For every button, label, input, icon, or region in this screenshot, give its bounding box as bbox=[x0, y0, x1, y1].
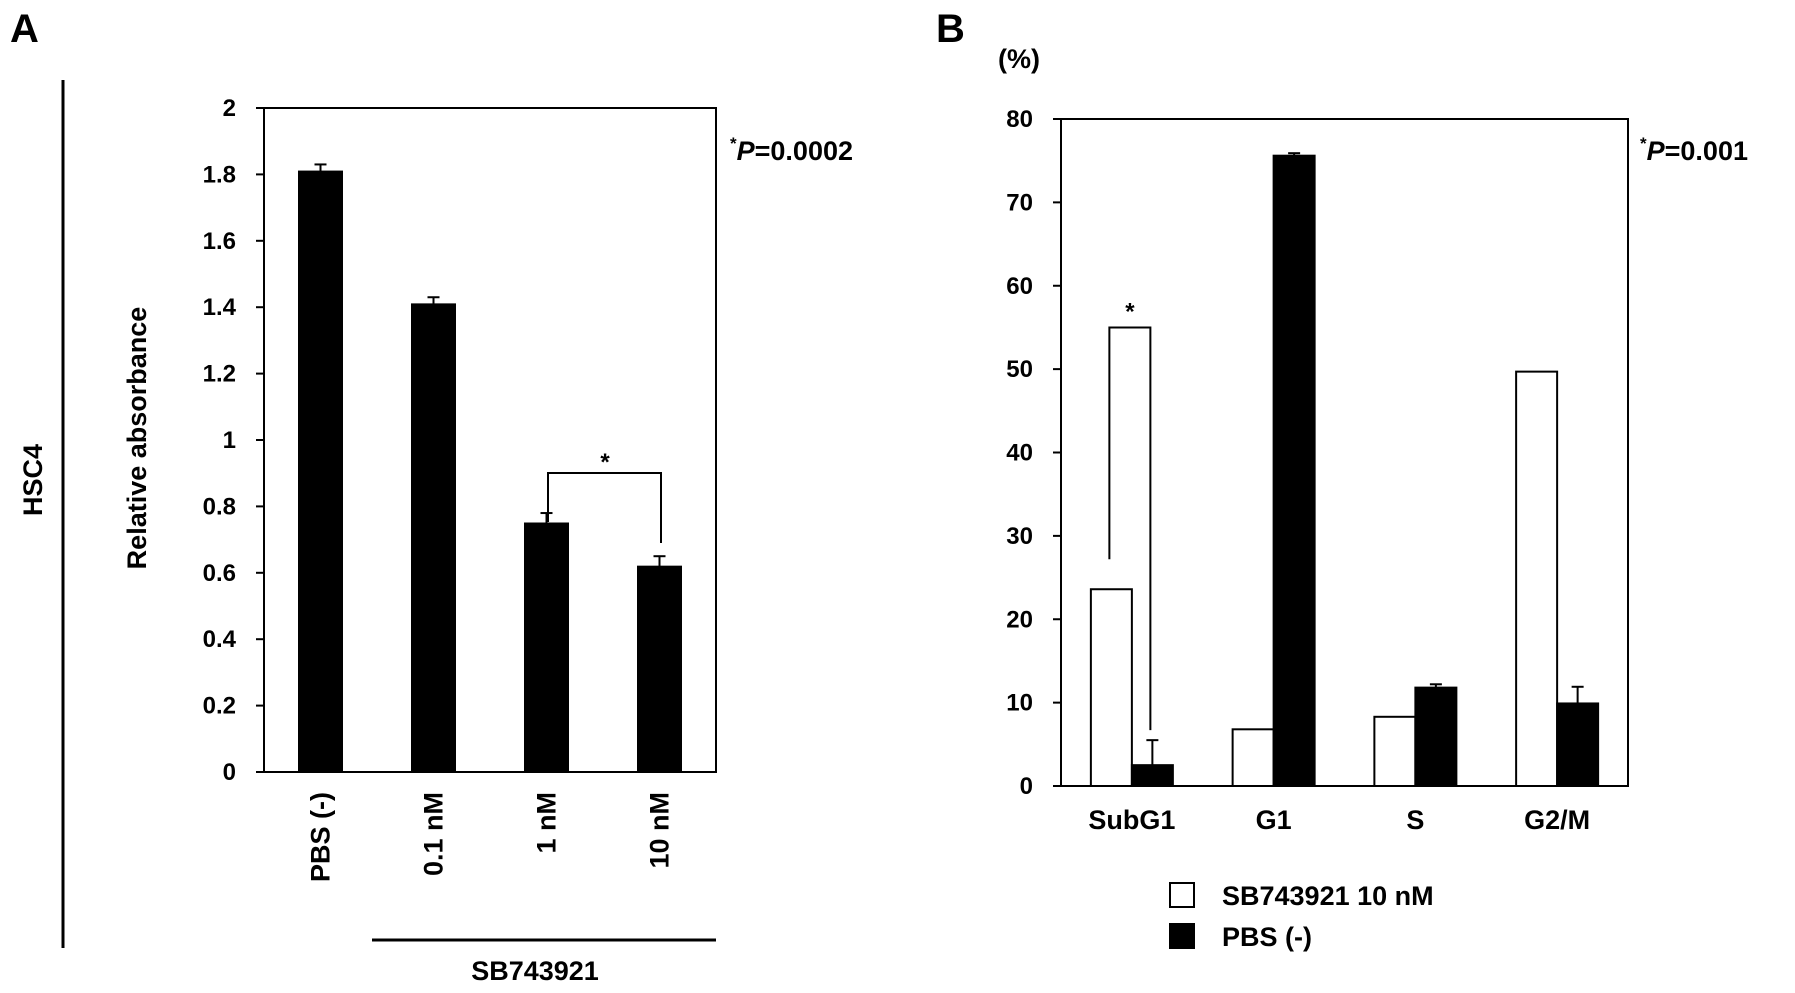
x-tick-label-s: S bbox=[1406, 805, 1424, 835]
bar-10-nm bbox=[637, 565, 682, 773]
panel-b-p-value: *P=0.001 bbox=[1640, 134, 1748, 166]
bar-pbs-g1 bbox=[1272, 154, 1316, 787]
x-tick-label-pbs: PBS (-) bbox=[306, 792, 336, 882]
panel-b-bars bbox=[1089, 152, 1600, 788]
panel-a-plot-frame bbox=[263, 107, 717, 773]
p-value-p: P bbox=[1647, 136, 1666, 166]
bar-sb743921-10-nm-g2-m bbox=[1515, 370, 1559, 787]
panel-b-plot-frame bbox=[1060, 118, 1629, 787]
legend-swatch-sb743921 bbox=[1169, 882, 1195, 908]
y-tick-label: 80 bbox=[1006, 106, 1033, 133]
panel-b-legend: SB743921 10 nM PBS (-) bbox=[1169, 881, 1434, 952]
x-tick-label-subg1: SubG1 bbox=[1088, 805, 1175, 835]
y-tick-label: 0.4 bbox=[203, 626, 237, 653]
y-tick-label: 20 bbox=[1006, 606, 1033, 633]
legend-label-sb743921: SB743921 10 nM bbox=[1222, 881, 1434, 911]
bar-pbs-subg1 bbox=[1130, 764, 1174, 787]
y-tick-label: 60 bbox=[1006, 273, 1033, 300]
panel-a: A HSC4 Relative absorbance 0 0.2 0.4 0.6 0.8… bbox=[10, 7, 853, 986]
y-tick-label: 40 bbox=[1006, 440, 1033, 467]
panel-a-bars bbox=[298, 163, 682, 773]
y-tick-label: 1.8 bbox=[203, 161, 236, 188]
legend-swatch-pbs bbox=[1169, 923, 1195, 949]
panel-b: B (%) 0 10 20 30 40 50 60 70 80 SubG1 G1 S G2/M * *… bbox=[936, 7, 1748, 952]
x-tick-label-g2-m: G2/M bbox=[1524, 805, 1590, 835]
p-value-number: =0.0002 bbox=[755, 136, 853, 166]
panel-b-unit-label: (%) bbox=[998, 44, 1040, 74]
panel-a-p-value: *P=0.0002 bbox=[730, 134, 853, 166]
x-tick-label-1-nm: 1 nM bbox=[532, 792, 562, 854]
y-tick-label: 1.6 bbox=[203, 228, 236, 255]
p-value-asterisk: * bbox=[730, 134, 737, 153]
legend-label-pbs: PBS (-) bbox=[1222, 922, 1312, 952]
y-tick-label: 0 bbox=[1020, 773, 1033, 800]
x-tick-label-10-nm: 10 nM bbox=[645, 792, 675, 869]
panel-a-y-ticks: 0 0.2 0.4 0.6 0.8 1 1.2 1.4 1.6 1.8 2 bbox=[203, 95, 264, 786]
y-tick-label: 70 bbox=[1006, 189, 1033, 216]
y-tick-label: 10 bbox=[1006, 690, 1033, 717]
panel-a-significance-star: * bbox=[600, 449, 610, 476]
p-value-number: =0.001 bbox=[1665, 136, 1748, 166]
panel-b-label: B bbox=[936, 7, 965, 51]
y-tick-label: 1.4 bbox=[203, 294, 237, 321]
panel-b-significance-bracket bbox=[1108, 326, 1152, 731]
x-tick-label-0-1-nm: 0.1 nM bbox=[419, 792, 449, 876]
y-tick-label: 0.8 bbox=[203, 493, 236, 520]
bar-0-1-nm bbox=[411, 303, 456, 773]
bar-pbs bbox=[298, 170, 343, 773]
bar-sb743921-10-nm-subg1 bbox=[1089, 588, 1133, 787]
hsc4-label: HSC4 bbox=[18, 444, 48, 516]
bar-sb743921-10-nm-s bbox=[1373, 715, 1417, 788]
bar-sb743921-10-nm-g1 bbox=[1231, 728, 1275, 787]
y-tick-label: 2 bbox=[223, 95, 236, 122]
y-tick-label: 0.6 bbox=[203, 560, 236, 587]
panel-a-significance-bracket bbox=[547, 472, 662, 543]
p-value-asterisk: * bbox=[1640, 134, 1647, 153]
panel-a-x-tick-labels: PBS (-) 0.1 nM 1 nM 10 nM bbox=[306, 792, 675, 882]
panel-b-x-tick-labels: SubG1 G1 S G2/M bbox=[1088, 805, 1590, 835]
y-tick-label: 0 bbox=[223, 759, 236, 786]
group-label: SB743921 bbox=[471, 956, 599, 986]
panel-b-significance-star: * bbox=[1125, 298, 1135, 325]
panel-b-y-ticks: 0 10 20 30 40 50 60 70 80 bbox=[1006, 106, 1061, 800]
bar-1-nm bbox=[524, 522, 569, 773]
x-tick-label-g1: G1 bbox=[1256, 805, 1292, 835]
y-tick-label: 1 bbox=[223, 427, 236, 454]
y-tick-label: 0.2 bbox=[203, 693, 236, 720]
y-tick-label: 30 bbox=[1006, 523, 1033, 550]
bar-pbs-g2-m bbox=[1556, 702, 1600, 787]
p-value-p: P bbox=[737, 136, 756, 166]
panel-a-y-axis-label: Relative absorbance bbox=[122, 307, 152, 570]
y-tick-label: 50 bbox=[1006, 356, 1033, 383]
bar-pbs-s bbox=[1414, 686, 1458, 787]
y-tick-label: 1.2 bbox=[203, 361, 236, 388]
panel-a-label: A bbox=[10, 7, 39, 51]
